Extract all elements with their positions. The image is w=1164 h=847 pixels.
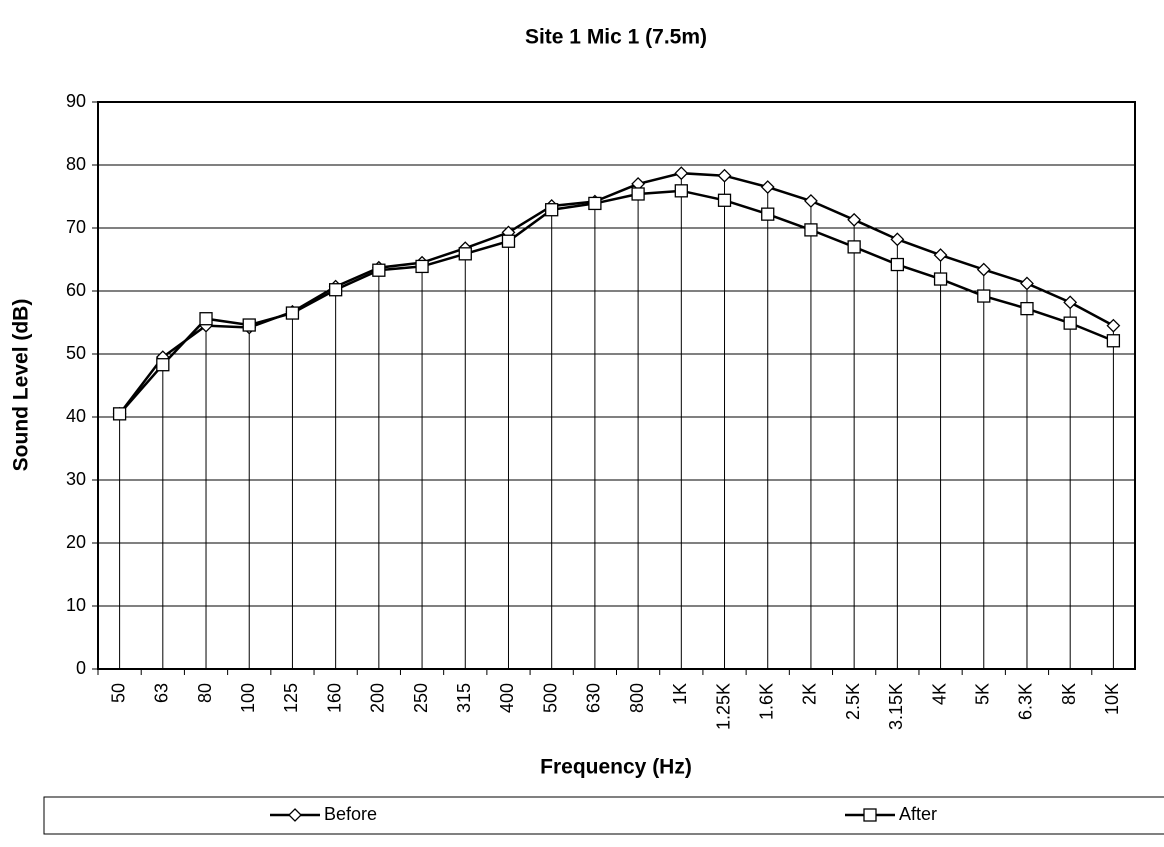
data-point: [1063, 316, 1077, 330]
data-point: [847, 212, 862, 227]
y-tick-label: 0: [76, 658, 86, 678]
x-tick-label: 125: [281, 683, 301, 713]
data-point: [760, 180, 775, 194]
x-tick-label: 315: [454, 683, 474, 713]
data-point: [372, 263, 386, 277]
x-tick-label: 1.25K: [713, 683, 733, 730]
data-point: [458, 247, 472, 261]
data-point: [1106, 334, 1121, 348]
y-axis-label: Sound Level (dB): [10, 299, 33, 472]
data-point: [933, 272, 948, 286]
y-tick-label: 50: [66, 343, 86, 363]
series-line: [118, 189, 1114, 415]
x-tick-label: 80: [195, 683, 215, 703]
data-point: [199, 312, 213, 326]
data-point: [501, 234, 516, 248]
y-tick-label: 30: [66, 469, 86, 489]
x-tick-label: 800: [627, 683, 647, 713]
data-point: [1106, 318, 1121, 333]
plot-area: [97, 101, 1136, 670]
legend-label: Before: [324, 804, 377, 824]
x-tick-label: 250: [411, 683, 431, 713]
x-tick-label: 4K: [929, 683, 949, 705]
data-point: [545, 203, 559, 217]
x-tick-label: 10K: [1102, 683, 1122, 715]
data-point: [674, 166, 689, 181]
y-tick-label: 60: [66, 280, 86, 300]
data-point: [242, 318, 256, 332]
x-tick-label: 1.6K: [756, 683, 776, 720]
data-point: [717, 193, 732, 207]
data-point: [933, 248, 948, 263]
x-tick-label: 200: [368, 683, 388, 713]
x-tick-label: 6.3K: [1016, 683, 1036, 720]
x-axis-label: Frequency (Hz): [540, 756, 692, 779]
legend-marker: [288, 808, 302, 822]
x-tick-label: 400: [497, 683, 517, 713]
data-point: [1020, 301, 1034, 316]
y-tick-label: 20: [66, 532, 86, 552]
data-point: [285, 306, 300, 320]
y-tick-label: 90: [66, 91, 86, 111]
data-point: [156, 358, 170, 372]
data-point: [588, 196, 602, 211]
x-tick-label: 2K: [800, 683, 820, 705]
data-point: [804, 223, 818, 237]
data-point: [890, 257, 905, 272]
chart-title: Site 1 Mic 1 (7.5m): [525, 26, 707, 49]
data-point: [328, 283, 343, 297]
x-tick-label: 100: [238, 683, 258, 713]
data-point: [890, 232, 905, 247]
y-tick-label: 40: [66, 406, 86, 426]
y-tick-label: 80: [66, 154, 86, 174]
x-tick-label: 2.5K: [843, 683, 863, 720]
x-tick-label: 3.15K: [886, 683, 906, 730]
data-point: [1020, 276, 1034, 291]
x-tick-label: 50: [108, 683, 128, 703]
x-tick-label: 500: [540, 683, 560, 713]
x-tick-label: 8K: [1059, 683, 1079, 705]
data-point: [674, 184, 688, 198]
data-point: [112, 407, 127, 421]
x-tick-label: 630: [584, 683, 604, 713]
data-point: [847, 240, 861, 254]
series-line: [118, 171, 1114, 415]
data-point: [717, 168, 732, 183]
x-tick-label: 5K: [973, 683, 993, 705]
data-point: [1063, 295, 1078, 310]
data-point: [631, 187, 645, 201]
x-tick-label: 1K: [670, 683, 690, 705]
x-tick-label: 63: [152, 683, 172, 703]
data-point: [977, 289, 991, 303]
data-point: [804, 193, 818, 208]
data-point: [976, 262, 991, 277]
y-tick-label: 10: [66, 595, 86, 615]
x-tick-label: 160: [324, 683, 344, 713]
data-point: [761, 207, 775, 221]
legend-box: [43, 796, 1164, 835]
legend-label: After: [899, 804, 937, 824]
y-tick-label: 70: [66, 217, 86, 237]
data-point: [415, 259, 429, 274]
legend-marker: [863, 808, 877, 822]
